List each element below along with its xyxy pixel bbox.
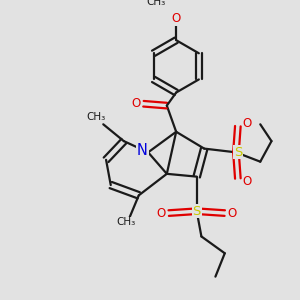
Text: CH₃: CH₃ <box>86 112 105 122</box>
Text: O: O <box>228 207 237 220</box>
Text: CH₃: CH₃ <box>146 0 165 7</box>
Text: O: O <box>172 12 181 25</box>
Text: O: O <box>243 117 252 130</box>
Text: CH₃: CH₃ <box>116 218 135 227</box>
Text: N: N <box>137 143 148 158</box>
Text: O: O <box>157 207 166 220</box>
Text: S: S <box>193 205 201 218</box>
Text: O: O <box>131 97 141 110</box>
Text: O: O <box>243 175 252 188</box>
Text: S: S <box>234 146 242 159</box>
